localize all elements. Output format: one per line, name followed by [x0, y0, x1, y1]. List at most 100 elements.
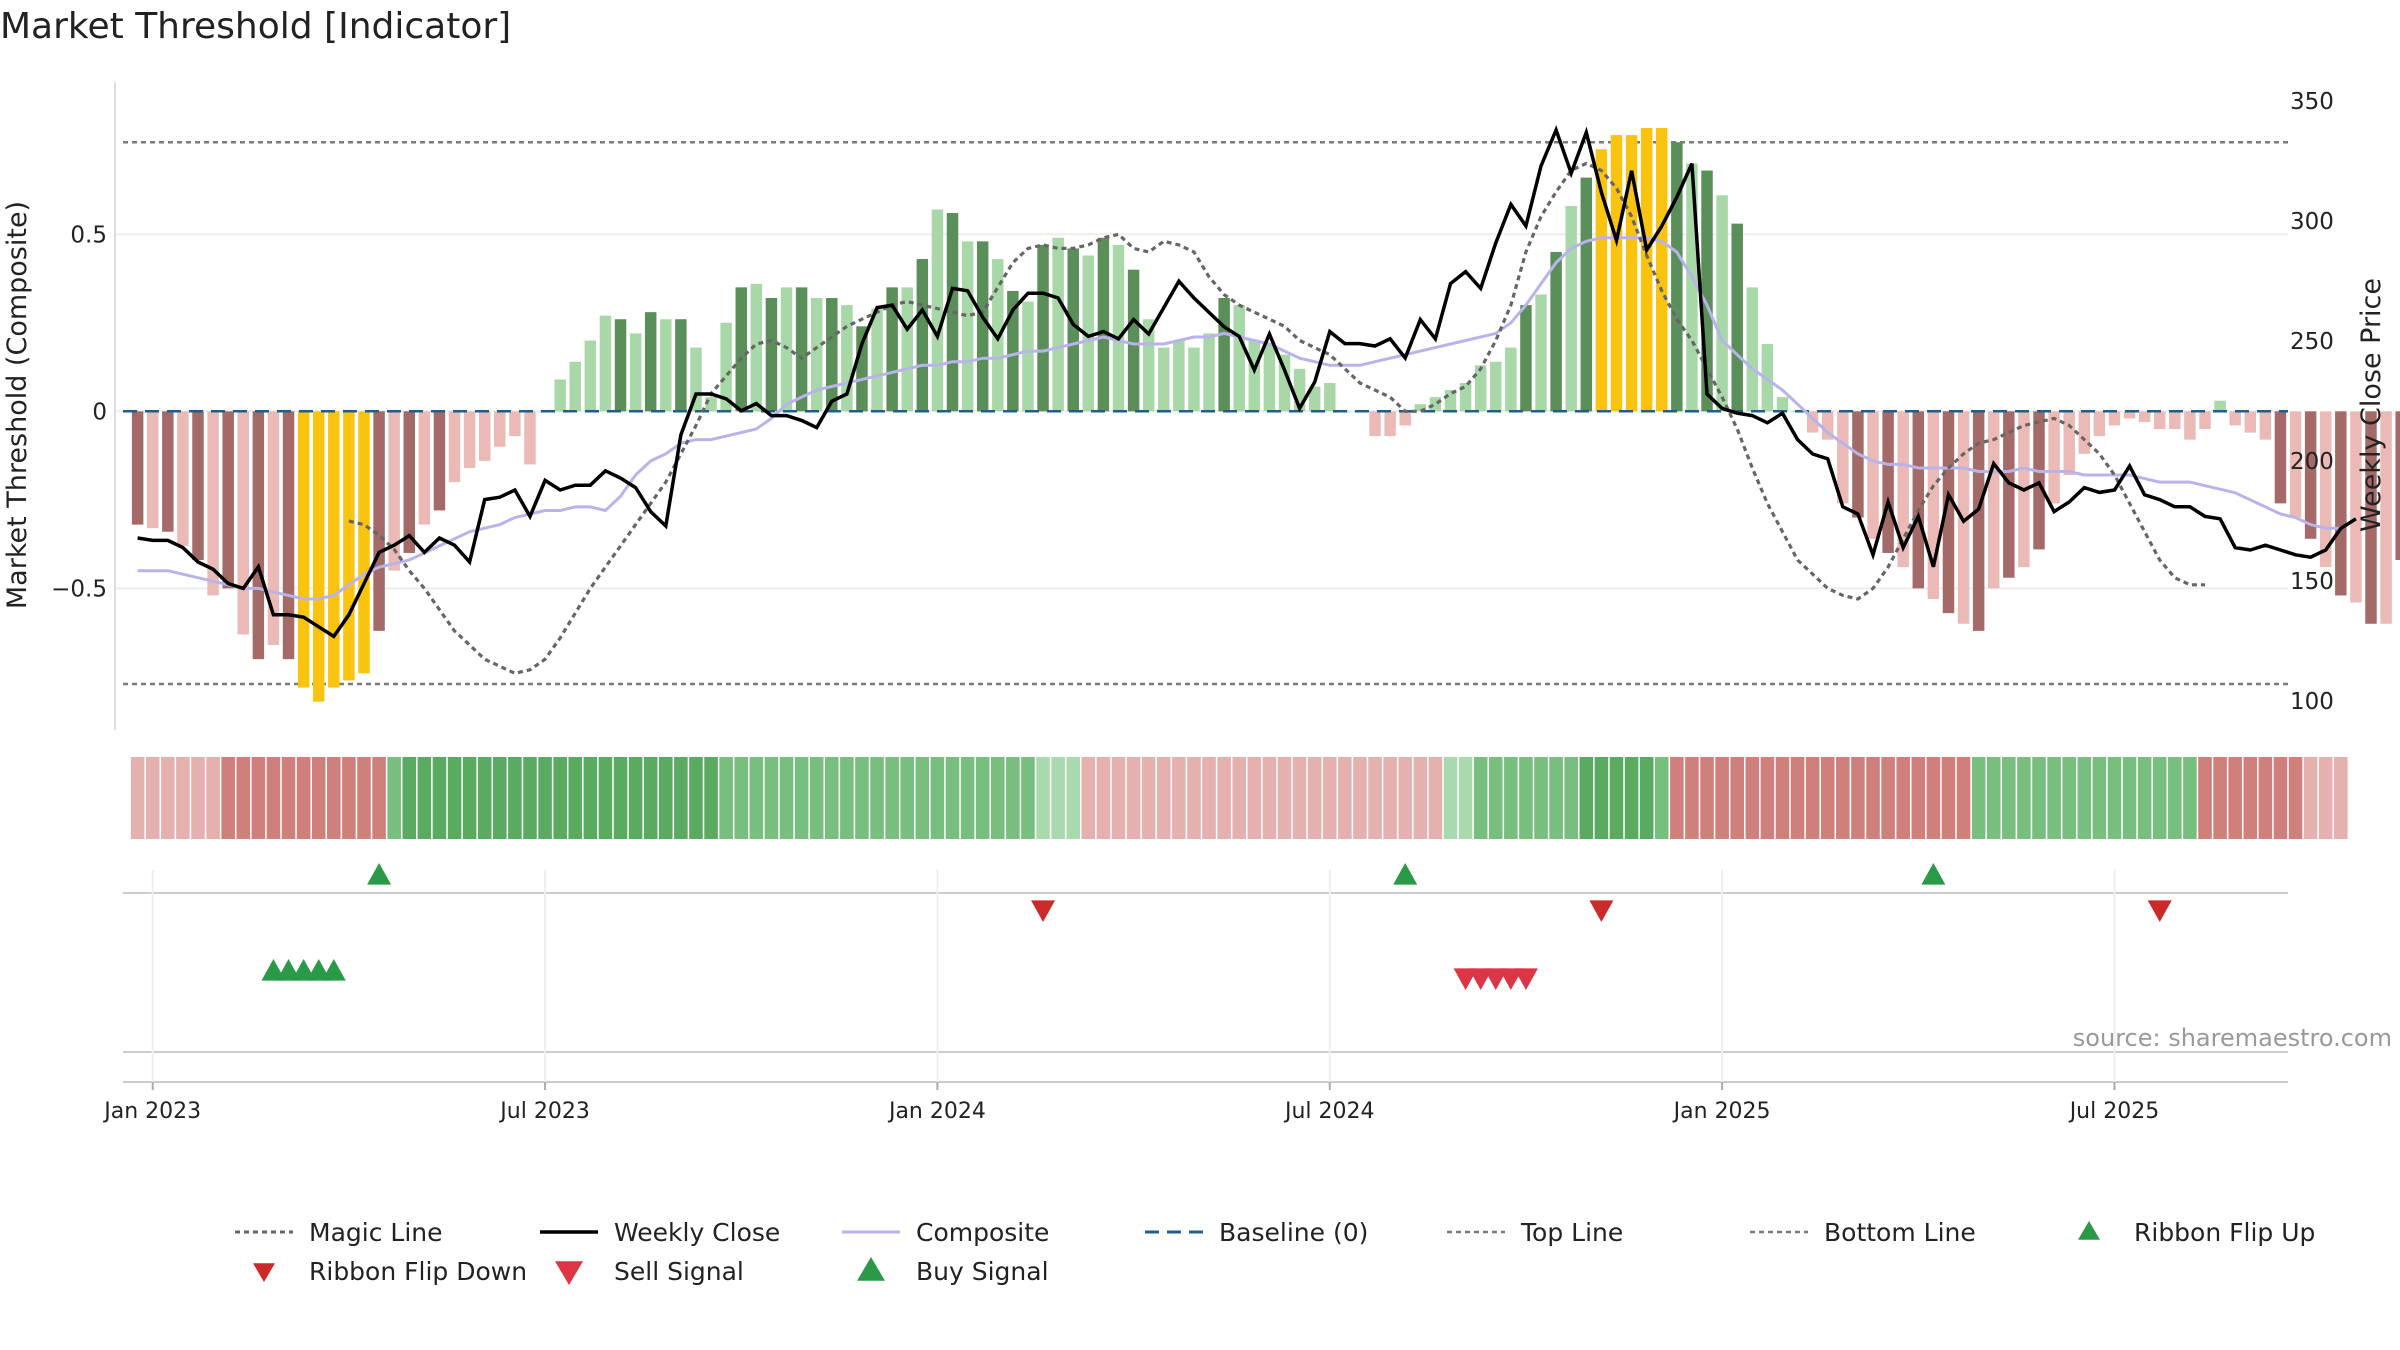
composite-bar [1490, 361, 1502, 412]
ribbon-cell [1126, 757, 1141, 839]
ribbon-cell [1006, 757, 1020, 839]
composite-bar [509, 411, 521, 437]
composite-bar [690, 347, 702, 412]
ribbon-cell [1338, 757, 1352, 839]
composite-bar [2138, 411, 2151, 422]
ribbon-cell [2122, 757, 2137, 839]
composite-bar [735, 287, 747, 412]
composite-bar [192, 411, 204, 561]
x-tick-label: Jul 2024 [1283, 1099, 1375, 1124]
composite-bar [946, 213, 959, 412]
source-note: source: sharemaestro.com [2073, 1024, 2392, 1052]
ribbon-flip-down-marker [2147, 900, 2172, 922]
ribbon-cell [2032, 757, 2046, 839]
bound-lines [123, 140, 2288, 686]
right-axis-label: Weekly Close Price [2356, 278, 2387, 532]
ribbon-cell [794, 757, 809, 839]
composite-bar [2319, 411, 2332, 568]
composite-bar [418, 411, 431, 525]
composite-bar [1927, 411, 1940, 599]
composite-bar [1263, 344, 1276, 412]
ribbon-cell [1398, 757, 1413, 839]
ribbon-cell [311, 757, 326, 839]
ribbon-cell [191, 757, 205, 839]
composite-bar [1867, 411, 1879, 539]
composite-bars [131, 128, 2400, 702]
ribbon-cell [975, 757, 990, 839]
composite-bar [554, 379, 566, 412]
ribbon-cell [508, 757, 522, 839]
ribbon-cell [2017, 757, 2031, 839]
ribbon-cell [1594, 757, 1609, 839]
composite-bar [1806, 411, 1819, 433]
composite-bar [2395, 411, 2400, 561]
composite-bar [1112, 244, 1125, 412]
composite-bar [267, 411, 280, 646]
buy-signal-marker [261, 959, 286, 981]
legend-swatch-marker [857, 1257, 885, 1281]
composite-bar [886, 287, 898, 412]
composite-bar [2274, 411, 2287, 504]
composite-bar [1414, 404, 1427, 412]
ribbon-cell [840, 757, 854, 839]
composite-bar [1384, 411, 1396, 437]
sell-signal-marker [1513, 968, 1538, 990]
ribbon-cell [2288, 757, 2303, 839]
ribbon-cell [1851, 757, 1865, 839]
composite-bar [2033, 411, 2045, 550]
composite-bar [2108, 411, 2121, 426]
axes: 0.5 0 −0.5 350 300 250 200 150 100 Market Thresho… [2, 82, 2387, 730]
ribbon-cell [1670, 757, 1684, 839]
ribbon-cell [1277, 757, 1292, 839]
composite-bar [1897, 411, 1909, 568]
composite-bar [1142, 319, 1155, 412]
composite-bar [1158, 347, 1170, 412]
composite-bar [2153, 411, 2166, 430]
composite-bar [2078, 411, 2091, 454]
composite-bar [2259, 411, 2272, 440]
ribbon-cell [628, 757, 643, 839]
ribbon-cell [1232, 757, 1247, 839]
ribbon-cell [659, 757, 673, 839]
right-tick-label: 300 [2290, 209, 2334, 235]
composite-bar [1474, 365, 1487, 412]
composite-bar [1203, 333, 1215, 412]
composite-bar [629, 333, 642, 412]
ribbon-cell [1564, 757, 1579, 839]
ribbon-cell [2243, 757, 2258, 839]
ribbon-cell [1096, 757, 1111, 839]
composite-bar [765, 298, 778, 412]
composite-bar [177, 411, 189, 546]
ribbon-cell [1504, 757, 1518, 839]
ribbon-cell [1247, 757, 1262, 839]
sell-signal-marker [1468, 968, 1493, 990]
ribbon-cell [221, 757, 235, 839]
composite-bar [1248, 340, 1261, 412]
ribbon-cell [1187, 757, 1201, 839]
ribbon-cell [990, 757, 1005, 839]
composite-bar [433, 411, 446, 511]
legend-label: Baseline (0) [1219, 1218, 1368, 1247]
composite-bar [524, 411, 536, 465]
composite-bar [1776, 397, 1789, 412]
legend-label: Ribbon Flip Up [2134, 1218, 2315, 1247]
x-tick-label: Jan 2024 [887, 1099, 986, 1124]
ribbon-cell [1413, 757, 1428, 839]
composite-bar [2304, 411, 2317, 539]
buy-signal-marker [291, 959, 316, 981]
composite-bar [1520, 305, 1532, 412]
ribbon-flip-up-marker [367, 863, 392, 885]
composite-bar [282, 411, 295, 660]
composite-bar [1837, 411, 1849, 504]
composite-bar [1007, 290, 1019, 412]
ribbon-cell [613, 757, 628, 839]
ribbon-cell [643, 757, 658, 839]
ribbon-cell [1443, 757, 1458, 839]
composite-bar [1972, 411, 1985, 631]
composite-bar [810, 298, 823, 412]
ribbon-cell [1322, 757, 1337, 839]
ribbon-cell [1519, 757, 1533, 839]
composite-bar [1746, 287, 1759, 412]
ribbon-cell [2002, 757, 2016, 839]
